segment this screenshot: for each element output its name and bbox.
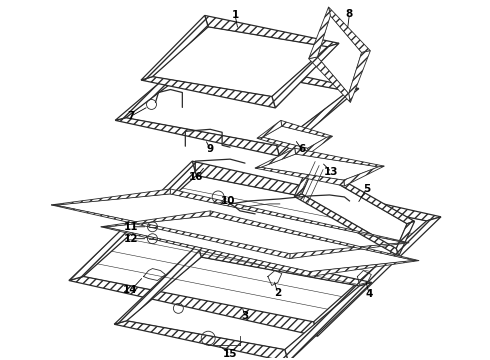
Text: 16: 16 xyxy=(189,172,203,182)
Text: 12: 12 xyxy=(123,234,138,244)
Polygon shape xyxy=(141,77,275,108)
Polygon shape xyxy=(294,148,384,167)
Polygon shape xyxy=(281,120,333,137)
Text: 14: 14 xyxy=(123,285,138,296)
Text: 15: 15 xyxy=(223,349,237,359)
Polygon shape xyxy=(343,166,384,186)
Polygon shape xyxy=(349,51,370,103)
Polygon shape xyxy=(314,217,441,336)
Text: 4: 4 xyxy=(366,289,373,300)
Text: 13: 13 xyxy=(324,167,339,177)
Text: 3: 3 xyxy=(242,311,248,321)
Polygon shape xyxy=(329,7,370,53)
Polygon shape xyxy=(309,57,350,103)
Polygon shape xyxy=(294,194,399,256)
Polygon shape xyxy=(192,161,441,221)
Polygon shape xyxy=(195,53,359,91)
Polygon shape xyxy=(277,89,359,156)
Polygon shape xyxy=(101,211,210,227)
Polygon shape xyxy=(261,154,378,180)
Text: 8: 8 xyxy=(346,9,353,19)
Polygon shape xyxy=(210,211,419,261)
Polygon shape xyxy=(126,63,348,145)
Polygon shape xyxy=(257,120,282,138)
Polygon shape xyxy=(255,148,295,168)
Polygon shape xyxy=(309,7,330,59)
Polygon shape xyxy=(272,43,339,108)
Text: 11: 11 xyxy=(123,222,138,232)
Polygon shape xyxy=(170,189,409,243)
Polygon shape xyxy=(310,162,415,224)
Text: 9: 9 xyxy=(207,144,214,154)
Polygon shape xyxy=(285,283,372,360)
Polygon shape xyxy=(114,245,201,324)
Polygon shape xyxy=(69,276,318,336)
Polygon shape xyxy=(255,167,344,186)
Polygon shape xyxy=(263,126,327,148)
Polygon shape xyxy=(257,137,309,154)
Polygon shape xyxy=(152,27,328,96)
Polygon shape xyxy=(115,53,197,120)
Polygon shape xyxy=(302,169,407,248)
Polygon shape xyxy=(106,216,414,271)
Text: 10: 10 xyxy=(221,196,235,206)
Polygon shape xyxy=(56,194,404,254)
Polygon shape xyxy=(205,15,339,47)
Text: 6: 6 xyxy=(298,144,305,154)
Polygon shape xyxy=(114,321,288,360)
Polygon shape xyxy=(69,161,196,280)
Polygon shape xyxy=(318,16,362,94)
Text: 1: 1 xyxy=(231,10,239,20)
Polygon shape xyxy=(126,257,359,350)
Polygon shape xyxy=(101,227,310,276)
Polygon shape xyxy=(396,221,415,256)
Polygon shape xyxy=(308,136,333,154)
Polygon shape xyxy=(83,175,427,322)
Polygon shape xyxy=(51,205,290,258)
Polygon shape xyxy=(294,162,313,197)
Text: 7: 7 xyxy=(127,111,134,121)
Polygon shape xyxy=(198,245,372,286)
Polygon shape xyxy=(141,15,208,80)
Text: 5: 5 xyxy=(363,184,370,194)
Text: 2: 2 xyxy=(274,288,281,298)
Polygon shape xyxy=(51,189,171,205)
Polygon shape xyxy=(115,118,279,156)
Polygon shape xyxy=(290,243,409,258)
Polygon shape xyxy=(310,260,419,276)
